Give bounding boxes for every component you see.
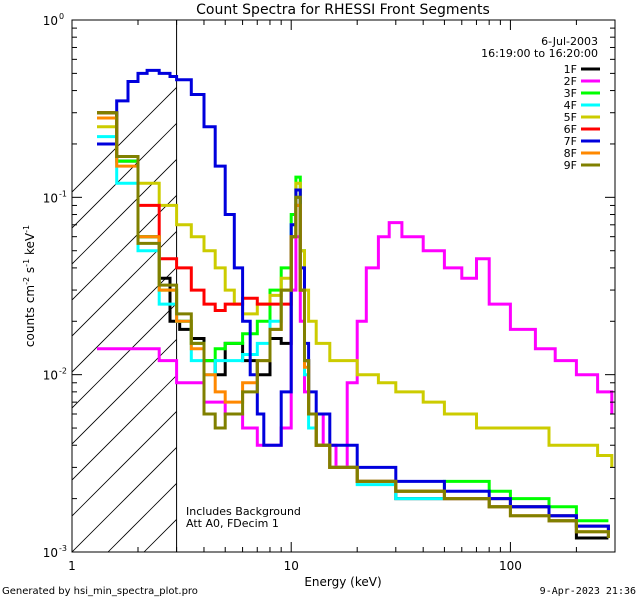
x-axis-label: Energy (keV) [304,575,381,589]
series-line-5f [97,125,614,468]
hatch-line [107,482,177,552]
x-tick-labels: 1 10 100 [68,559,522,573]
y-axis-label-mid: s [23,267,37,277]
time-range-label: 16:19:00 to 16:20:00 [481,47,598,60]
hatch-line [72,302,177,409]
hatched-region [72,20,640,552]
x-tick-label: 1 [68,559,76,573]
series-line-1f [97,111,609,540]
y-tick-exponent: -2 [59,367,67,376]
hatch-line [612,20,640,552]
y-tick-base: 10 [43,14,58,28]
y-tick-exponent: -1 [59,189,67,198]
y-axis-label: counts cm-2 s-1 keV-1 [22,225,37,347]
y-tick-label: 10 [43,546,58,560]
y-tick-exponent: -3 [59,544,67,553]
hatch-line [72,122,177,229]
hatch-line [396,20,640,552]
hatch-line [540,20,640,552]
hatch-line [72,194,177,301]
chart-title: Count Spectra for RHESSI Front Segments [196,2,490,18]
hatch-line [576,20,640,552]
y-tick-label: 10 [43,369,58,383]
legend-label: 7F [564,135,577,148]
y-axis-label-sup2: -1 [22,259,31,267]
x-tick-label: 10 [284,559,299,573]
hatch-line [72,338,177,445]
x-tick-label: 100 [499,559,522,573]
hatch-line [468,20,640,552]
y-tick-label: 10 [43,191,58,205]
hatch-line [72,86,177,193]
y-tick-base: 10 [43,191,58,205]
series-group [97,68,614,540]
hatch-line [360,20,640,552]
date-label: 6-Jul-2003 [541,35,598,48]
hatch-line [72,410,177,517]
y-axis-label-sup3: -1 [22,225,31,233]
legend-label: 9F [564,159,577,172]
footer-timestamp: 9-Apr-2023 21:36 [540,586,636,597]
y-tick-base: 10 [43,546,58,560]
series-line-7f [97,68,610,538]
axis-ticks [71,19,616,553]
legend-label: 8F [564,147,577,160]
hatch-line [432,20,640,552]
y-tick-base: 10 [43,369,58,383]
hatch-line [288,20,640,552]
y-axis-label-end: keV [23,232,37,259]
legend-label: 5F [564,111,577,124]
footer-generated-by: Generated by hsi_min_spectra_plot.pro [2,586,198,597]
y-axis-label-main: counts cm [23,285,37,347]
plot-frame [71,19,616,553]
hatch-line [72,446,177,552]
y-axis-label-sup1: -2 [22,277,31,285]
hatch-line [252,20,640,552]
hatch-line [72,374,177,481]
series-line-4f [97,135,610,532]
legend-label: 6F [564,123,577,136]
annotation-attenuator: Att A0, FDecim 1 [186,517,279,530]
series-line-9f [97,111,610,538]
annotation-background: Includes Background [186,505,301,518]
hatch-line [72,266,177,373]
legend-label: 4F [564,99,577,112]
hatch-line [72,230,177,337]
legend-label: 2F [564,75,577,88]
hatch-line [324,20,640,552]
legend-label: 1F [564,63,577,76]
y-tick-label: 10 [43,14,58,28]
y-tick-exponent: 0 [59,12,64,21]
series-line-3f [97,111,609,523]
legend-label: 3F [564,87,577,100]
